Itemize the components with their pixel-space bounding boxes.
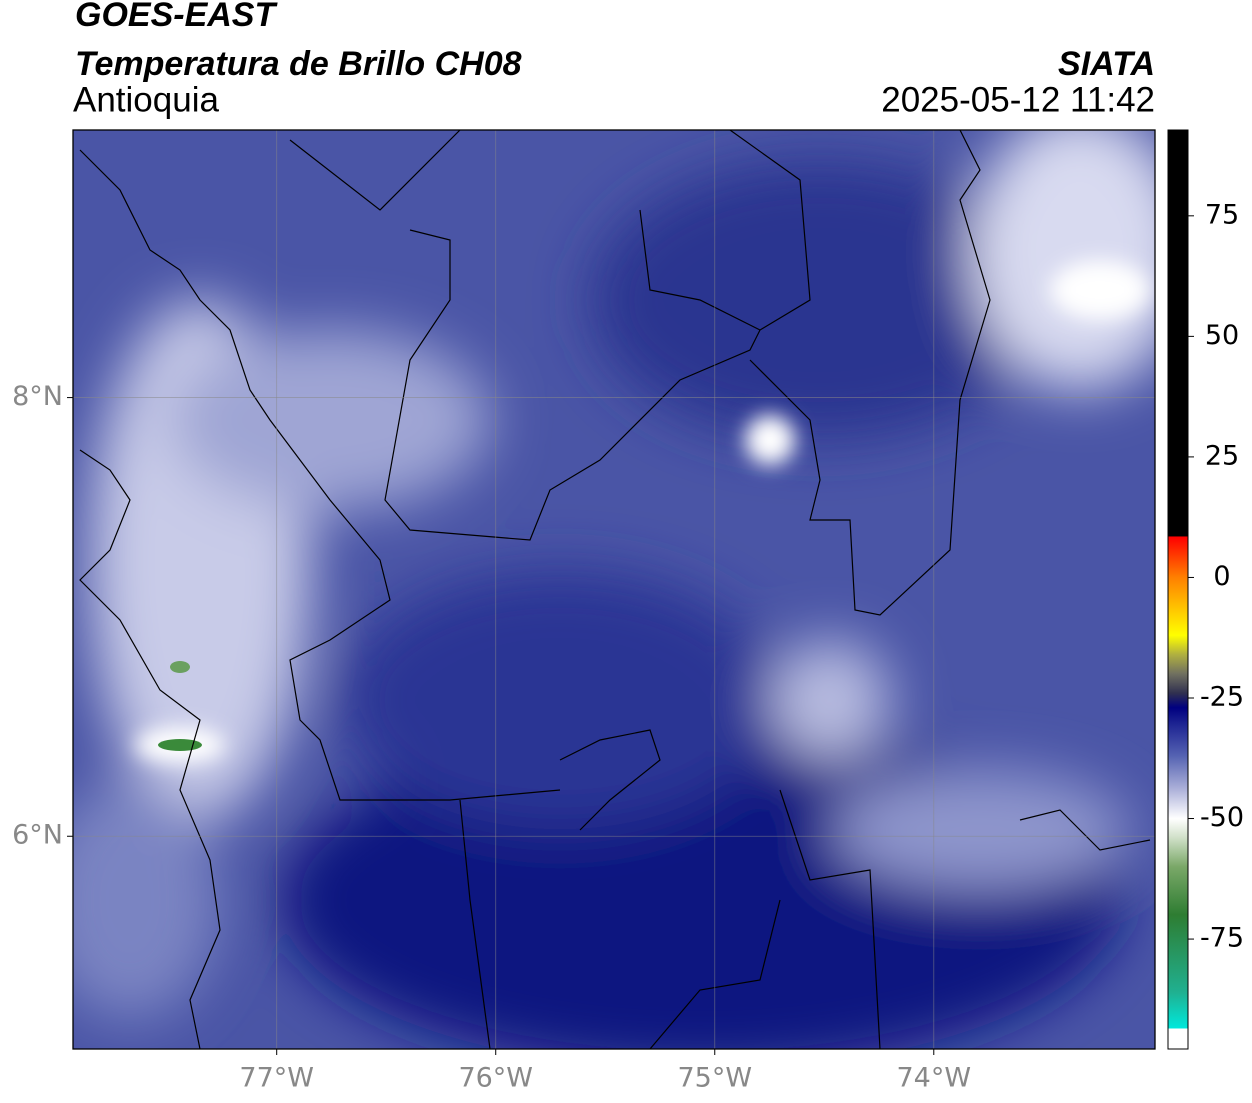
subtitle: Temperatura de Brillo CH08: [75, 45, 522, 83]
colorbar-tick-label: 0: [1213, 561, 1230, 592]
colorbar: [1167, 129, 1189, 1050]
colorbar-tick-label: -25: [1200, 681, 1244, 712]
map-frame: [72, 129, 1156, 1050]
graticule: [73, 130, 1155, 1049]
colorbar-tick-label: -50: [1200, 802, 1244, 833]
y-tick-label: 8°N: [12, 381, 63, 412]
source: SIATA: [1058, 45, 1155, 83]
x-tick-label: 76°W: [458, 1063, 533, 1094]
y-tick-label: 6°N: [12, 820, 63, 851]
colorbar-tick-label: 75: [1205, 199, 1239, 230]
region: Antioquia: [73, 80, 219, 119]
title: GOES-EAST: [75, 0, 278, 34]
colorbar-tick-label: -75: [1200, 923, 1244, 954]
x-tick-label: 74°W: [897, 1063, 972, 1094]
datetime: 2025-05-12 11:42: [881, 80, 1155, 119]
x-tick-label: 77°W: [239, 1063, 314, 1094]
satellite-image: [73, 130, 1155, 1049]
x-tick-label: 75°W: [677, 1063, 752, 1094]
colorbar-tick-label: 50: [1205, 320, 1239, 351]
colorbar-tick-label: 25: [1205, 440, 1239, 471]
